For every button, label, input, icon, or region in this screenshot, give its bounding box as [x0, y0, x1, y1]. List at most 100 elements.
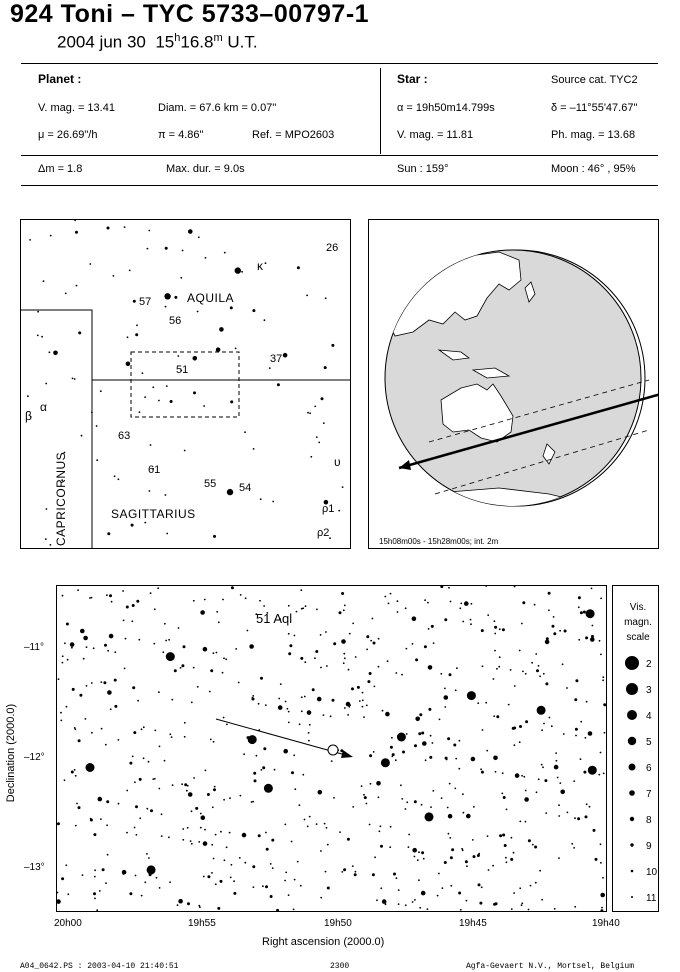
field-star	[49, 234, 52, 237]
field-star	[259, 498, 262, 501]
field-star	[449, 837, 452, 839]
field-star	[198, 904, 201, 907]
field-star	[353, 873, 357, 877]
field-star	[203, 598, 206, 601]
field-star	[323, 822, 326, 825]
field-star	[95, 425, 98, 427]
field-star	[109, 594, 112, 598]
field-star	[349, 704, 351, 706]
field-star	[580, 720, 583, 723]
magnitude-scale-svg: Vis. magn. scale 2 3 4 5 6 7 8 9 10 11	[624, 602, 657, 904]
field-star	[418, 851, 420, 854]
field-star	[165, 652, 175, 662]
field-star	[183, 721, 186, 724]
field-star	[315, 650, 319, 653]
field-star	[322, 422, 325, 424]
field-star	[480, 770, 484, 774]
x-tick-19h45: 19h45	[459, 918, 487, 929]
field-star	[284, 879, 286, 882]
field-star	[185, 789, 188, 792]
field-star	[415, 658, 419, 662]
field-star	[200, 610, 205, 615]
finder-chart: AQUILA SAGITTARIUS CAPRICORNUS 26 κ 57 5…	[20, 219, 351, 549]
field-star	[529, 884, 532, 887]
field-star	[140, 728, 143, 731]
field-star	[448, 586, 450, 589]
mag-scale-label: 8	[646, 815, 652, 826]
field-star	[216, 610, 219, 613]
asteroid-track	[215, 718, 350, 757]
field-star	[371, 873, 375, 877]
field-star	[329, 715, 332, 718]
field-star	[316, 696, 322, 702]
field-star	[429, 755, 433, 759]
field-star	[298, 804, 301, 807]
star-label-63: 63	[118, 430, 130, 442]
field-star	[188, 229, 193, 234]
field-star	[82, 657, 85, 660]
field-star	[420, 890, 426, 896]
field-star	[76, 802, 78, 805]
field-star	[415, 716, 421, 722]
field-star	[558, 804, 560, 807]
field-star	[302, 607, 305, 610]
mag-scale-dot	[630, 843, 634, 847]
mag-scale-label: 7	[646, 789, 652, 800]
planet-ref: Ref. = MPO2603	[252, 129, 335, 141]
field-star	[183, 449, 186, 452]
target-star-label: 51 Aql	[256, 611, 292, 626]
field-star	[271, 867, 274, 869]
field-star	[550, 725, 553, 728]
star-label-rho2: ρ2	[317, 527, 329, 539]
field-star	[186, 826, 189, 829]
field-star	[65, 622, 69, 626]
field-star	[536, 705, 546, 715]
field-star	[543, 722, 545, 725]
field-star	[164, 293, 171, 300]
field-star	[385, 711, 390, 717]
field-star	[122, 619, 125, 622]
field-star	[320, 666, 322, 669]
mag-scale-dot	[627, 736, 637, 746]
field-star	[429, 734, 432, 737]
field-star	[401, 673, 403, 676]
field-star	[41, 335, 43, 338]
field-star	[131, 620, 134, 623]
mag-scale-dot	[629, 790, 635, 796]
field-star	[518, 649, 521, 652]
field-star	[106, 853, 109, 856]
field-star	[505, 861, 508, 864]
field-star	[352, 622, 355, 625]
field-star	[198, 841, 201, 843]
mag-scale-label: 9	[646, 841, 652, 852]
field-star	[165, 385, 168, 387]
field-star	[309, 412, 311, 415]
field-star	[182, 645, 186, 649]
field-star	[603, 703, 606, 707]
field-star	[300, 710, 303, 713]
field-star	[276, 908, 280, 911]
y-tick-11: –11°	[24, 642, 44, 653]
field-star	[470, 602, 473, 605]
magnitude-scale: Vis. magn. scale 2 3 4 5 6 7 8 9 10 11	[612, 585, 659, 912]
field-star	[411, 901, 414, 903]
field-star	[89, 263, 92, 265]
occultation-path-limit-south	[434, 429, 650, 495]
field-star	[171, 698, 174, 701]
field-star	[199, 812, 202, 815]
field-star	[93, 892, 96, 896]
star-label-kappa: κ	[257, 259, 264, 273]
field-star	[502, 796, 506, 799]
field-star	[553, 764, 559, 770]
field-star	[519, 820, 522, 823]
mag-scale-dot	[628, 763, 636, 771]
y-tick-13: –13°	[24, 862, 45, 873]
field-star	[318, 441, 321, 444]
field-star	[360, 785, 363, 787]
field-star	[170, 736, 173, 738]
field-star	[432, 642, 435, 644]
field-star	[64, 642, 66, 645]
field-star	[308, 723, 311, 726]
field-star	[411, 643, 414, 645]
field-star	[600, 909, 604, 911]
